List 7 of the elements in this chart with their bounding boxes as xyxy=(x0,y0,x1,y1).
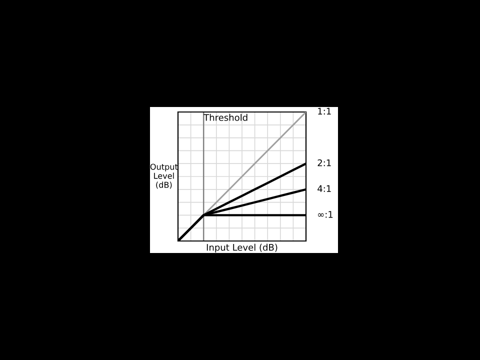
series-label: 2:1 xyxy=(318,159,331,166)
annotation: Threshold xyxy=(204,114,248,121)
series-label: 4:1 xyxy=(318,185,331,192)
series-label: ∞:1 xyxy=(318,211,333,218)
x-axis-title: Input Level (dB) xyxy=(206,244,278,253)
series-label: 1:1 xyxy=(318,108,331,114)
y-axis-title: Output Level (dB) xyxy=(150,164,178,189)
